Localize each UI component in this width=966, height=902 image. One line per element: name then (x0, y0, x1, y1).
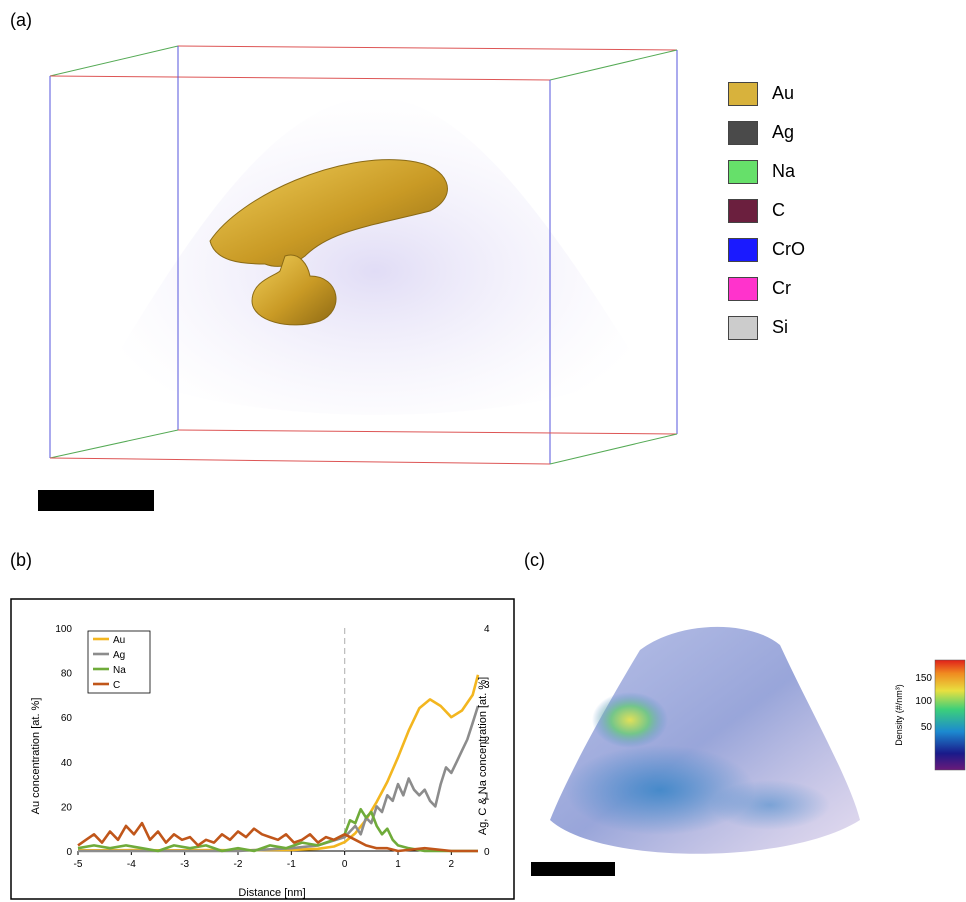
legend-item-na: Na (728, 152, 805, 191)
legend-label: Cr (772, 278, 791, 298)
x-tick-label: -2 (234, 859, 243, 870)
colorbar-tick-50: 50 (921, 722, 933, 733)
bounding-box (49, 45, 678, 465)
panel-label-a: (a) (10, 10, 32, 30)
legend-item-au: Au (728, 74, 805, 113)
y-tick-label: 20 (61, 802, 73, 813)
point-cloud (110, 96, 640, 415)
colorbar-gradient (934, 659, 966, 771)
x-tick-label: 1 (395, 859, 401, 870)
legend-item-ag: Ag (728, 113, 805, 152)
density-map (550, 626, 860, 854)
x-tick-label: 2 (449, 859, 455, 870)
chart-legend-label: Na (113, 665, 126, 676)
x-axis-label: Distance [nm] (238, 887, 305, 899)
scale-bar-a (38, 490, 154, 511)
y-tick-label: 0 (66, 847, 72, 858)
y-tick-label: 60 (61, 713, 73, 724)
y-tick-label: 100 (55, 624, 72, 635)
x-tick-label: -4 (127, 859, 136, 870)
legend-label: C (772, 200, 785, 220)
legend-item-si: Si (728, 308, 805, 347)
y2-tick-label: 2 (484, 736, 490, 747)
density-blue-region (565, 745, 755, 835)
legend-label: CrO (772, 239, 805, 259)
chart-frame (10, 598, 515, 900)
y2-tick-label: 0 (484, 847, 490, 858)
x-tick-label: 0 (342, 859, 348, 870)
y-axis-label: Au concentration [at. %] (30, 698, 42, 815)
y2-tick-label: 4 (484, 624, 490, 635)
density-blue-region-2 (710, 780, 830, 830)
legend-item-cr: Cr (728, 269, 805, 308)
legend-label: Na (772, 161, 796, 181)
y-tick-label: 80 (61, 669, 73, 680)
density-colorbar: Density (#/nm³) 150 100 50 (894, 659, 966, 771)
y2-tick-label: 3 (484, 680, 490, 691)
panel-label-b: (b) (10, 550, 32, 570)
legend-swatch (728, 198, 758, 223)
legend-swatch (728, 237, 758, 262)
legend-label: Ag (772, 122, 795, 142)
x-tick-label: -1 (287, 859, 296, 870)
chart-legend-label: Ag (113, 650, 125, 661)
x-tick-label: -3 (180, 859, 189, 870)
panel-label-c: (c) (524, 550, 545, 570)
x-tick-label: -5 (74, 859, 83, 870)
legend-item-cro: CrO (728, 230, 805, 269)
series-line-c (77, 821, 478, 853)
legend-item-c: C (728, 191, 805, 230)
atom-probe-reconstruction (49, 45, 678, 465)
y2-axis-label: Ag, C & Na concentration [at. %] (477, 677, 489, 835)
colorbar-tick-150: 150 (915, 673, 932, 684)
legend-swatch (728, 276, 758, 301)
y-tick-label: 40 (61, 758, 73, 769)
colorbar-tick-100: 100 (915, 696, 932, 707)
legend-swatch (728, 81, 758, 106)
density-hotspot (592, 692, 668, 748)
legend-label: Au (772, 83, 795, 103)
legend-swatch (728, 159, 758, 184)
chart-legend-label: Au (113, 635, 125, 646)
scale-bar-c (531, 862, 615, 876)
legend-label: Si (772, 317, 789, 337)
chart-legend-label: C (113, 680, 120, 691)
colorbar-label: Density (#/nm³) (894, 684, 904, 746)
legend-swatch (728, 120, 758, 145)
element-legend: Au Ag Na C CrO Cr Si (728, 74, 805, 347)
legend-swatch (728, 315, 758, 340)
au-isosurface-upper (209, 159, 448, 267)
y2-tick-label: 1 (484, 791, 490, 802)
series-line-na (77, 807, 478, 853)
chart-legend-box (87, 630, 151, 694)
au-isosurface-lower (251, 254, 337, 326)
